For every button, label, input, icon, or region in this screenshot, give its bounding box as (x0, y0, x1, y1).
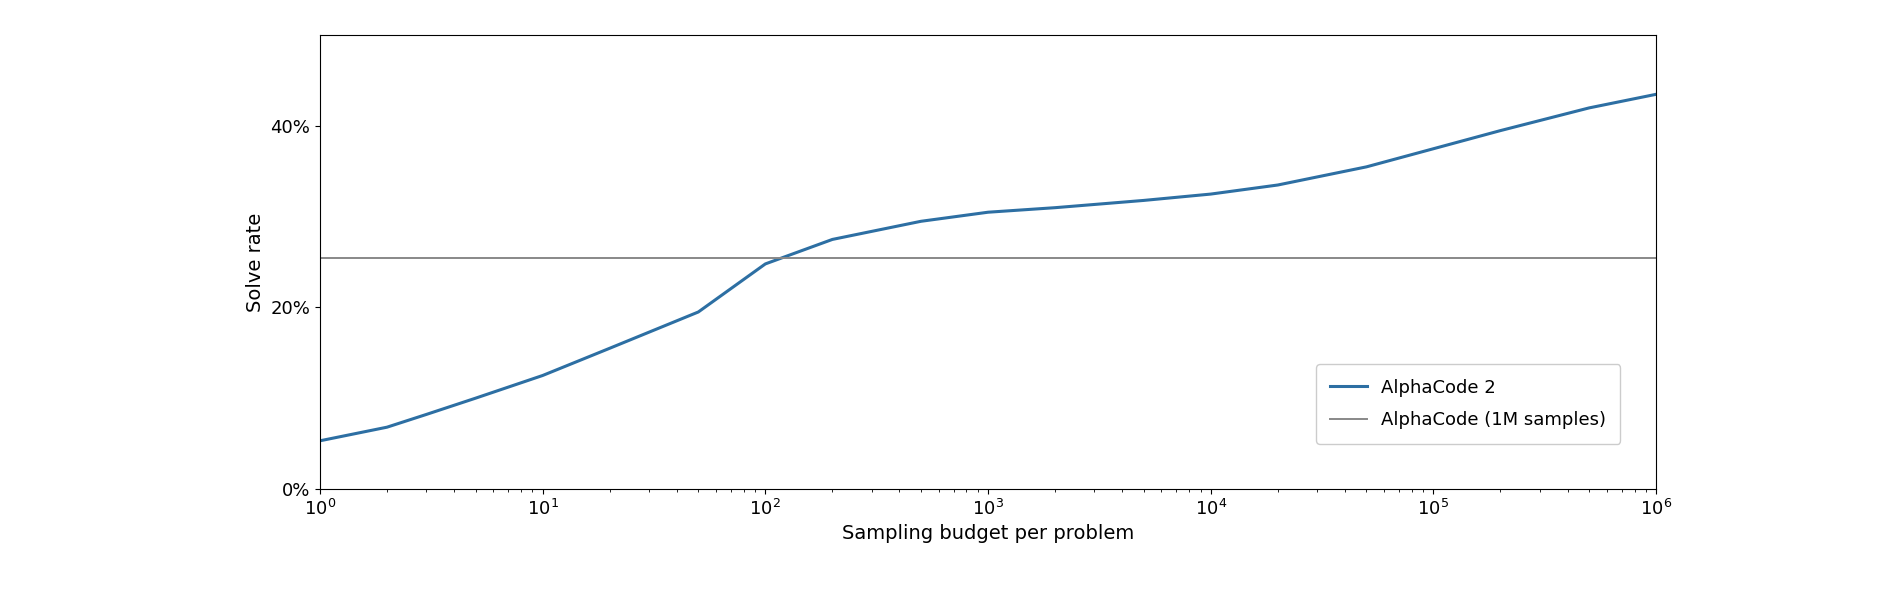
Line: AlphaCode 2: AlphaCode 2 (320, 94, 1656, 441)
AlphaCode 2 (1577, 104, 1600, 111)
AlphaCode 2 (1199, 191, 1221, 198)
AlphaCode 2 (465, 395, 487, 402)
AlphaCode (1M samples) (309, 254, 331, 261)
AlphaCode 2 (687, 309, 710, 316)
AlphaCode 2 (414, 411, 437, 418)
AlphaCode 2 (821, 236, 843, 243)
AlphaCode 2 (1045, 204, 1067, 211)
AlphaCode 2 (1489, 127, 1511, 134)
Y-axis label: Solve rate: Solve rate (247, 213, 265, 312)
AlphaCode 2 (755, 260, 777, 267)
AlphaCode 2 (376, 423, 399, 431)
AlphaCode 2 (977, 209, 999, 216)
X-axis label: Sampling budget per problem: Sampling budget per problem (841, 524, 1135, 543)
Legend: AlphaCode 2, AlphaCode (1M samples): AlphaCode 2, AlphaCode (1M samples) (1316, 364, 1620, 444)
AlphaCode 2 (1355, 163, 1378, 170)
AlphaCode 2 (598, 345, 621, 352)
AlphaCode 2 (1645, 91, 1667, 98)
AlphaCode 2 (909, 218, 932, 225)
AlphaCode 2 (1423, 145, 1445, 152)
AlphaCode 2 (309, 437, 331, 444)
AlphaCode 2 (1133, 197, 1156, 204)
AlphaCode 2 (1267, 181, 1289, 188)
AlphaCode 2 (531, 372, 553, 379)
